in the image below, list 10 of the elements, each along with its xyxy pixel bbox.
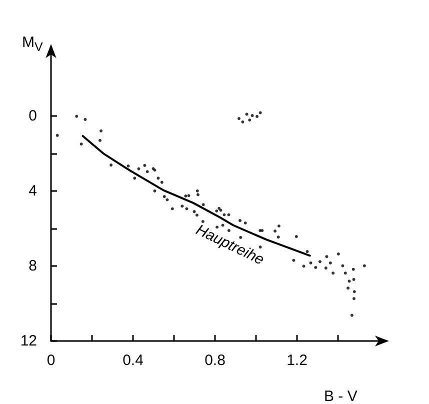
y-tick-label: 8 [28,257,37,274]
x-tick-label: 0 [46,352,56,369]
y-tick-label: 0 [28,107,37,124]
x-tick-label: 1.2 [286,352,308,369]
y-tick-label: 4 [28,182,37,200]
x-tick-label: 0.8 [204,352,226,369]
x-axis-title: B - V [324,388,358,404]
x-tick-label: 0.4 [122,352,144,369]
y-axis-title: M$_{V}$ [22,34,43,54]
y-tick-label: 12 [20,332,37,350]
